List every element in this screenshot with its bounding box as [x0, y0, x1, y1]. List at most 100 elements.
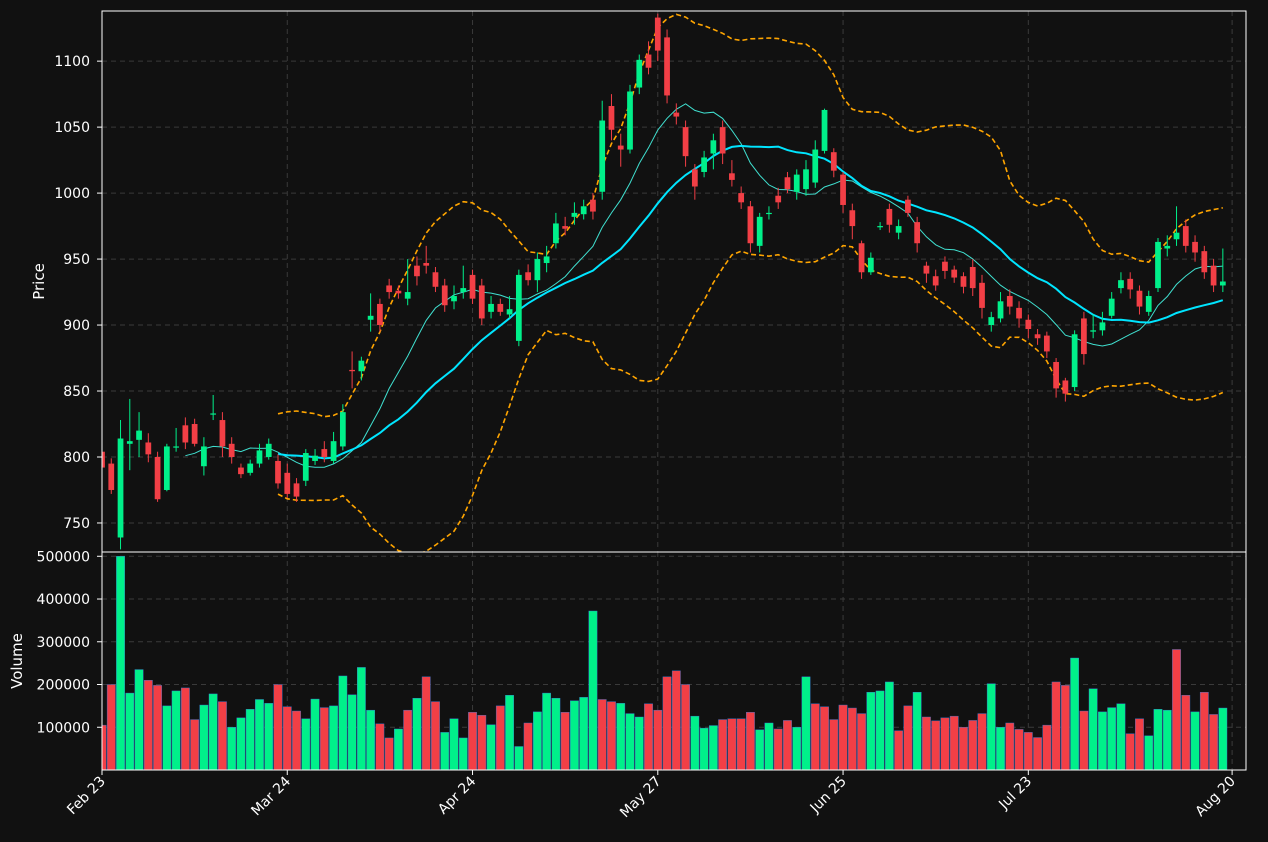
candle-body [923, 265, 930, 274]
volume-bar [1088, 688, 1098, 770]
volume-bar [829, 719, 839, 770]
candle-body [1136, 290, 1143, 307]
candle-body [645, 54, 652, 68]
price-tick-label: 1050 [54, 120, 90, 136]
candle-body [1155, 241, 1161, 289]
candle-body [210, 413, 217, 415]
volume-bar [282, 706, 292, 770]
volume-axis-label: Volume [8, 633, 26, 689]
candle-body [238, 467, 244, 475]
volume-bar [1218, 707, 1228, 770]
volume-bar [458, 737, 468, 770]
candle-body [840, 174, 846, 205]
candle-body [1071, 334, 1078, 388]
volume-bar [894, 730, 903, 770]
candle-body [580, 206, 587, 215]
volume-bar [801, 676, 811, 770]
volume-bar [431, 701, 440, 770]
volume-bar [440, 732, 450, 770]
volume-bar [218, 701, 227, 770]
volume-bar [486, 724, 496, 770]
price-tick-label: 750 [63, 516, 90, 532]
volume-bar [996, 727, 1005, 770]
volume-bar [190, 719, 200, 770]
volume-bar [273, 684, 283, 770]
volume-bar [1162, 709, 1172, 770]
candle-body [701, 157, 707, 172]
price-panel: 750 800 850 900 950 1000 1050 1100 Price [30, 10, 1247, 553]
volume-bar [847, 707, 857, 770]
volume-bar [931, 720, 941, 770]
candle-body [478, 285, 485, 319]
candle-body [543, 256, 550, 264]
candle-body [339, 412, 346, 447]
volume-bar [662, 676, 672, 770]
candle-body [1090, 330, 1097, 332]
candle-body [1201, 251, 1208, 273]
candle-body [414, 265, 420, 277]
volume-bar [1042, 724, 1052, 770]
volume-bar [301, 718, 311, 770]
volume-bar [588, 610, 598, 770]
short-moving-average-line [185, 103, 1223, 468]
candle-body [488, 303, 494, 312]
candle-body [1145, 296, 1152, 312]
volume-bar [347, 694, 357, 770]
candle-body [867, 257, 874, 273]
volume-tick-label: 400000 [37, 592, 90, 608]
price-tick-label: 850 [63, 384, 90, 400]
volume-bar [523, 722, 533, 770]
candle-body [1219, 281, 1226, 286]
candle-body [803, 169, 809, 190]
volume-bar [1181, 694, 1191, 770]
candle-body [330, 441, 337, 461]
candle-body [441, 285, 448, 306]
volume-tick-label: 200000 [37, 678, 90, 694]
volume-bar [1005, 722, 1015, 770]
candle-body [1025, 319, 1032, 330]
volume-bar [310, 698, 320, 770]
volume-bar [153, 685, 162, 770]
x-tick-label: Apr 24 [435, 773, 479, 817]
candle-body [173, 446, 179, 448]
candle-body [553, 223, 559, 244]
x-tick-label: Jun 25 [807, 774, 850, 817]
volume-bar [783, 720, 792, 770]
volume-bar [681, 684, 690, 770]
volume-bar [625, 713, 635, 770]
volume-bar [1135, 718, 1144, 770]
volume-bar [1144, 735, 1154, 770]
candle-body [515, 274, 522, 341]
volume-bar [949, 715, 959, 770]
candle-body [590, 199, 596, 212]
volume-bar [597, 699, 607, 770]
volume-bar [792, 727, 802, 770]
volume-bar [644, 703, 653, 770]
volume-bar [449, 718, 459, 770]
candle-body [163, 446, 170, 490]
candle-body [775, 195, 782, 203]
volume-bar [292, 710, 301, 770]
candle-body [1043, 335, 1050, 352]
volume-bar [1060, 685, 1070, 770]
candle-body [377, 303, 383, 326]
volume-bar [1153, 709, 1163, 770]
volume-bar [1190, 711, 1200, 770]
volume-bar [977, 713, 987, 770]
x-tick-label: May 27 [617, 774, 665, 822]
x-tick-label: Aug 20 [1193, 774, 1239, 820]
volume-bar [199, 704, 209, 770]
candle-body [191, 424, 198, 444]
volume-panel: 100000 200000 300000 400000 500000 Feb 23 Mar … [8, 549, 1247, 822]
volume-bar [477, 715, 487, 770]
candle-body [460, 288, 467, 293]
price-axis-label: Price [30, 263, 48, 300]
volume-bar [690, 715, 700, 770]
candle-body [312, 455, 318, 461]
volume-bar [1199, 692, 1209, 770]
volume-bar [338, 675, 348, 770]
candle-body [284, 472, 291, 494]
volume-bar [718, 719, 727, 770]
volume-bar [634, 716, 644, 770]
